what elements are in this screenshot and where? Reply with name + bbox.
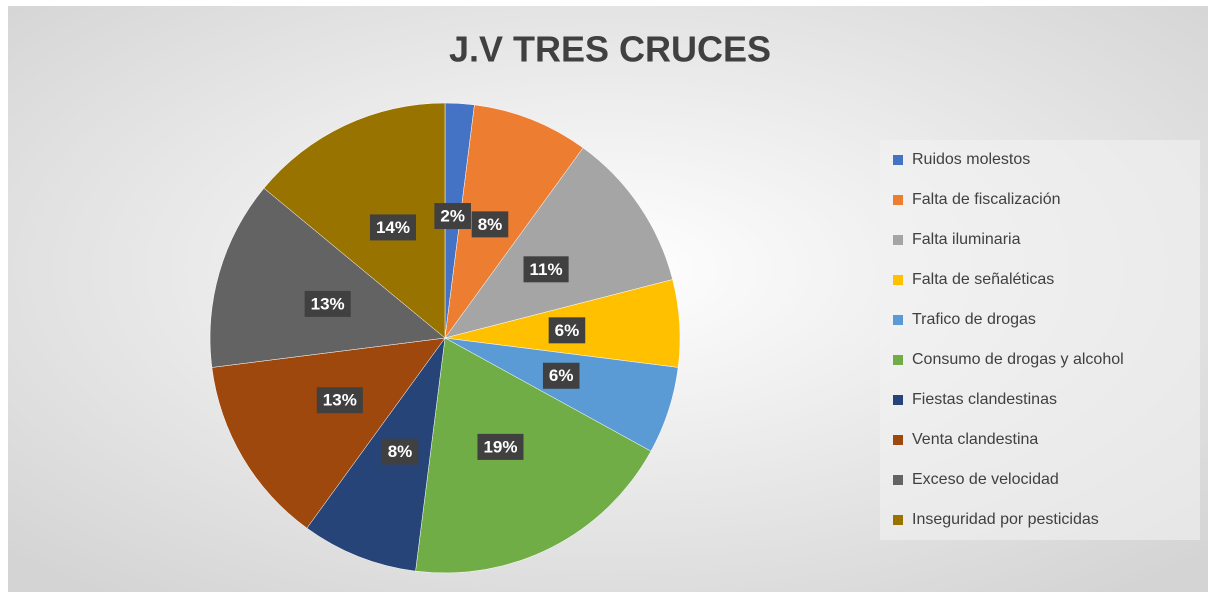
- data-label: 11%: [530, 260, 563, 279]
- pie-slice: [415, 337, 652, 574]
- legend-marker: [893, 195, 903, 205]
- data-label: 14%: [376, 218, 410, 237]
- pie-slice: [444, 147, 673, 339]
- legend-marker: [893, 355, 903, 365]
- chart-title: J.V TRES CRUCES: [449, 29, 771, 70]
- pie-slice: [211, 337, 446, 529]
- pie-slice: [209, 187, 446, 368]
- legend-label: Venta clandestina: [912, 431, 1038, 448]
- data-label-box: [434, 203, 471, 230]
- legend-marker: [893, 435, 903, 445]
- legend-marker: [893, 395, 903, 405]
- legend-marker: [893, 475, 903, 485]
- data-label-box: [523, 256, 569, 283]
- legend-label: Trafico de drogas: [912, 311, 1036, 328]
- data-label-box: [477, 433, 524, 460]
- legend-label: Falta iluminaria: [912, 231, 1021, 248]
- data-label-box: [304, 290, 351, 317]
- data-label-box: [548, 317, 586, 344]
- pie-slice: [444, 104, 584, 339]
- data-label: 6%: [555, 321, 580, 340]
- legend-marker: [893, 275, 903, 285]
- legend-label: Consumo de drogas y alcohol: [912, 351, 1124, 368]
- legend-label: Exceso de velocidad: [912, 471, 1059, 488]
- legend-label: Inseguridad por pesticidas: [912, 511, 1099, 528]
- data-label-box: [471, 211, 509, 238]
- legend-box: [880, 140, 1200, 540]
- legend-marker: [893, 155, 903, 165]
- data-label-box: [381, 438, 419, 465]
- data-label: 6%: [549, 366, 574, 385]
- data-label-box: [542, 362, 580, 389]
- legend-label: Falta de señaléticas: [912, 271, 1054, 288]
- legend-marker: [893, 515, 903, 525]
- legend-marker: [893, 235, 903, 245]
- legend-label: Fiestas clandestinas: [912, 391, 1057, 408]
- data-label: 8%: [478, 215, 503, 234]
- data-label-box: [316, 387, 363, 414]
- data-label: 2%: [440, 207, 465, 226]
- pie-slice: [263, 102, 446, 339]
- data-label-box: [369, 214, 416, 241]
- data-label: 19%: [483, 437, 517, 456]
- data-label: 8%: [388, 442, 413, 461]
- data-label: 13%: [323, 391, 357, 410]
- legend-label: Falta de fiscalización: [912, 191, 1061, 208]
- legend-label: Ruidos molestos: [912, 151, 1030, 168]
- legend-marker: [893, 315, 903, 325]
- pie-slice: [306, 337, 446, 572]
- data-label: 13%: [311, 294, 345, 313]
